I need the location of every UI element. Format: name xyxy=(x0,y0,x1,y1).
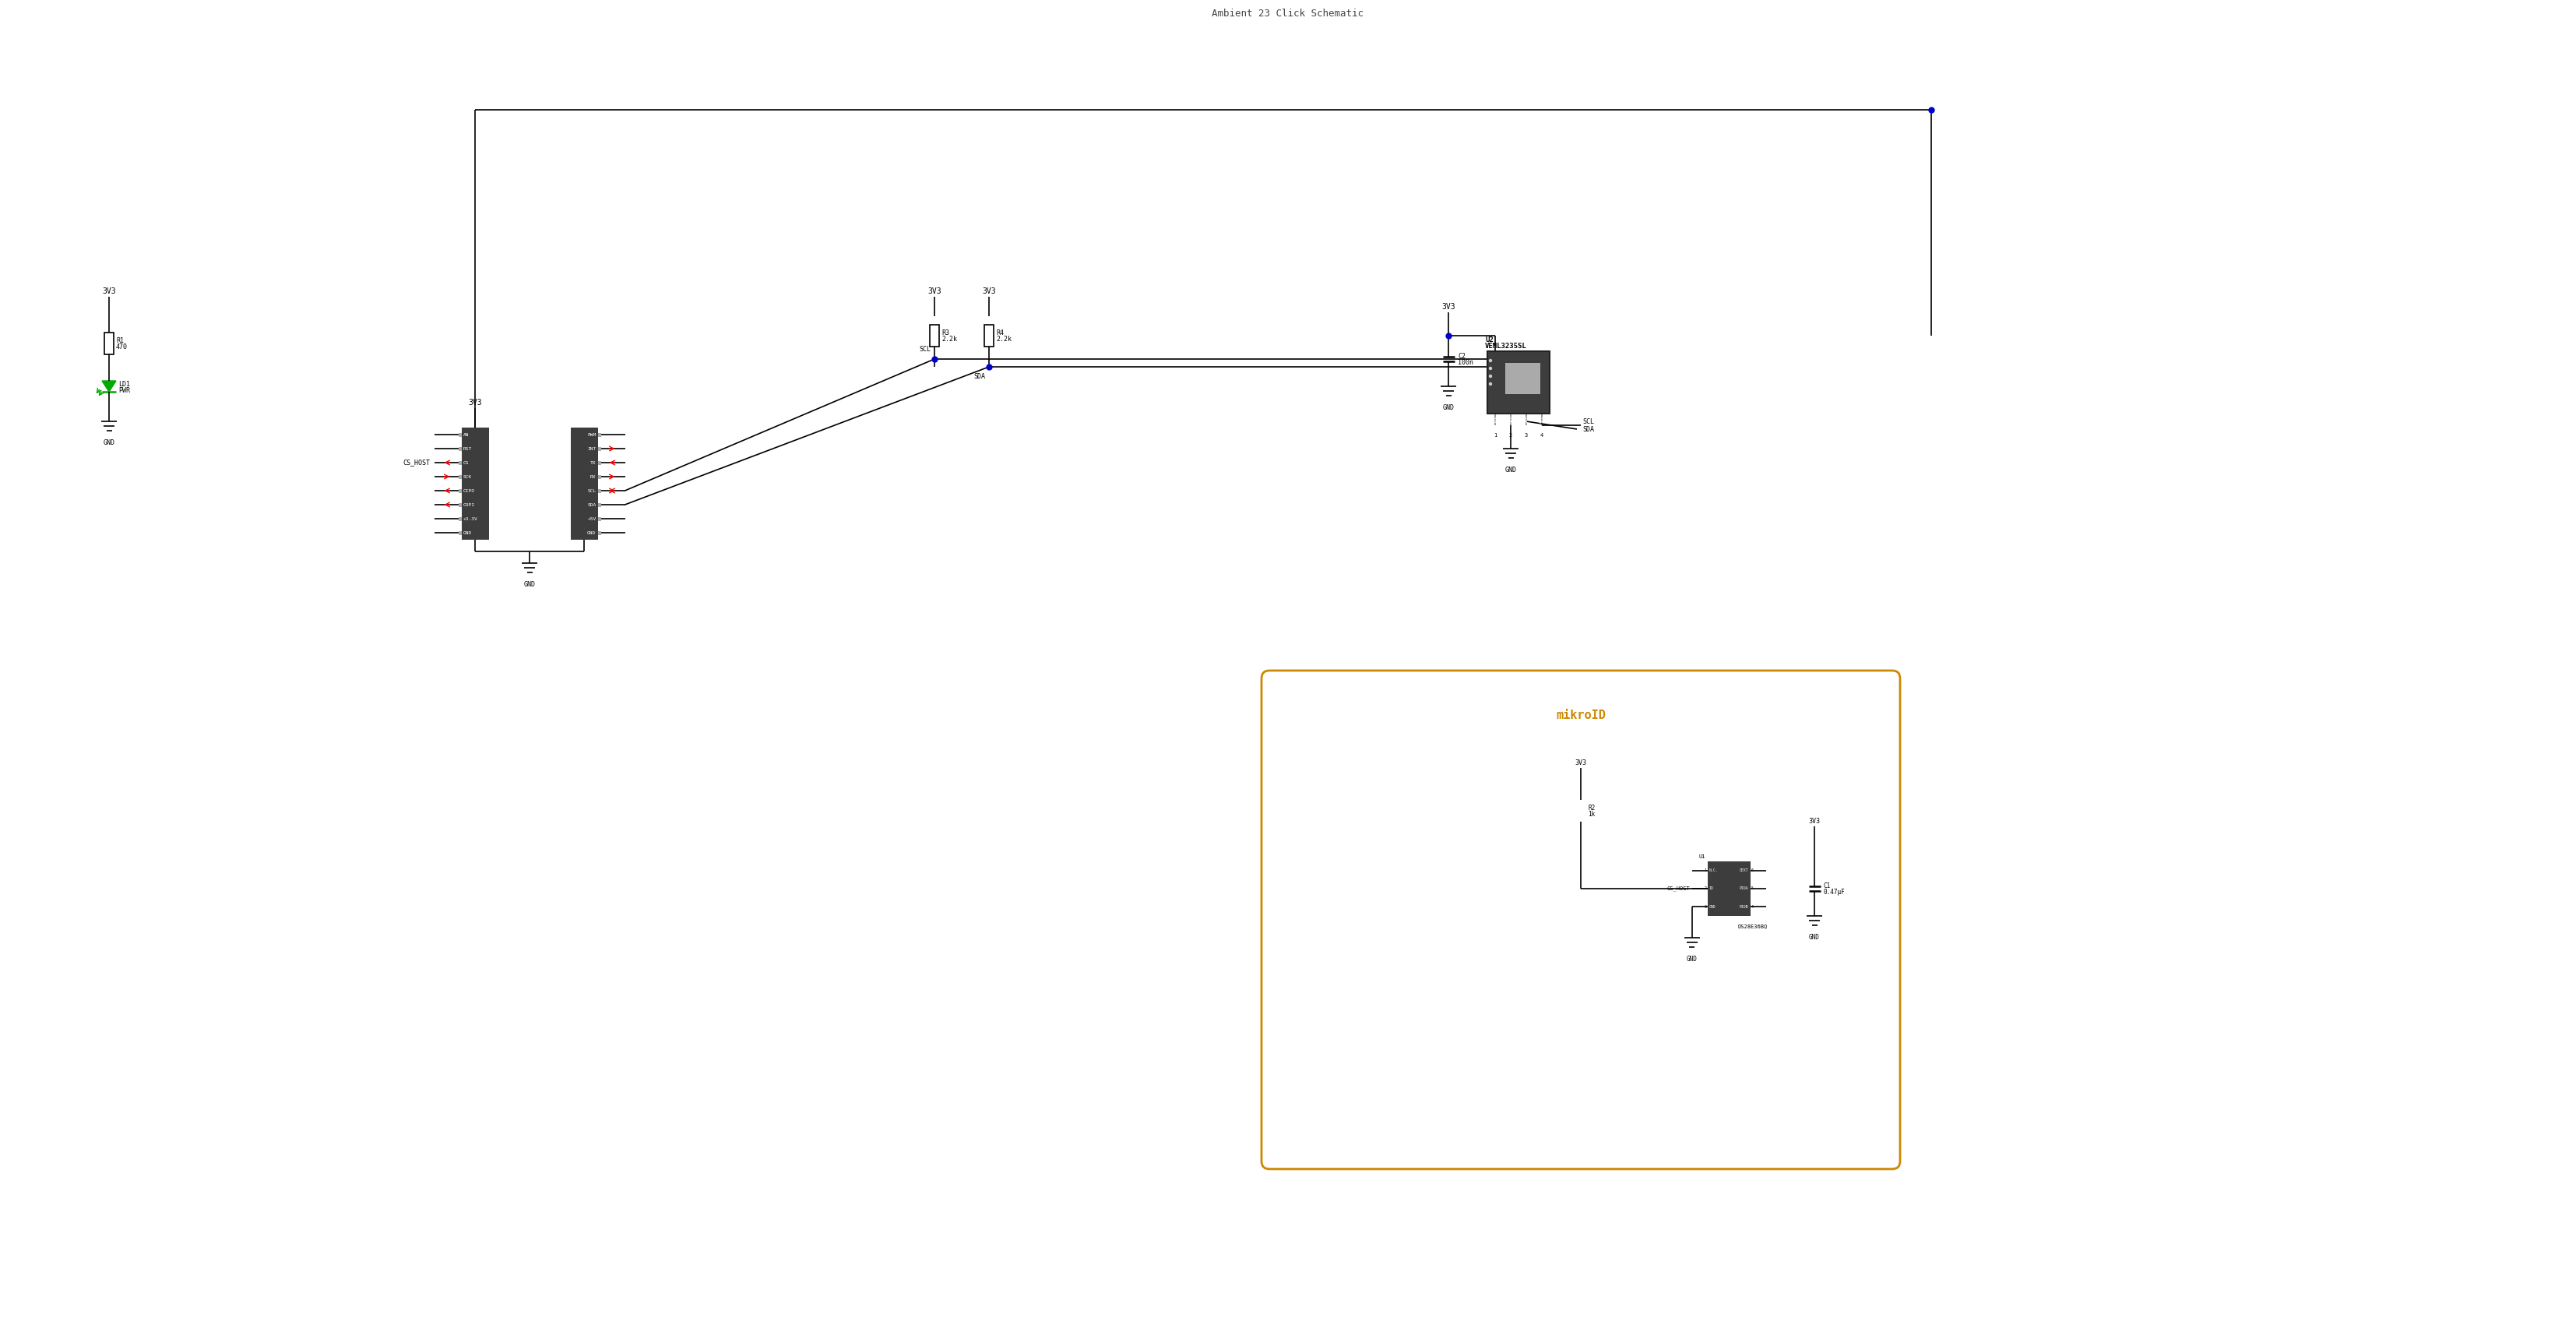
Text: R2: R2 xyxy=(1587,805,1595,811)
Text: SCK: SCK xyxy=(464,474,471,478)
Text: 3V3: 3V3 xyxy=(103,287,116,295)
Bar xyxy=(598,503,600,507)
Text: R1: R1 xyxy=(116,337,124,345)
Bar xyxy=(459,516,461,520)
Text: PIOB: PIOB xyxy=(1739,905,1749,909)
Bar xyxy=(598,474,600,478)
Text: SDA: SDA xyxy=(587,503,595,507)
Text: 1: 1 xyxy=(1494,433,1497,437)
Text: GND: GND xyxy=(1443,404,1455,411)
Text: PWR: PWR xyxy=(118,387,129,394)
Text: 100n: 100n xyxy=(1458,358,1473,366)
Bar xyxy=(598,433,600,436)
Text: SDA: SDA xyxy=(974,373,984,381)
Text: 0.47μF: 0.47μF xyxy=(1824,888,1844,896)
FancyBboxPatch shape xyxy=(1262,670,1901,1169)
Text: U1: U1 xyxy=(1698,855,1705,859)
Text: VDD: VDD xyxy=(1494,415,1497,423)
Text: PIOA: PIOA xyxy=(1739,886,1749,890)
Bar xyxy=(1708,861,1749,915)
Text: TX: TX xyxy=(590,461,595,465)
Text: SCL: SCL xyxy=(1540,415,1543,423)
Text: INT: INT xyxy=(587,446,595,450)
Text: PWM: PWM xyxy=(587,433,595,436)
Text: 2.2k: 2.2k xyxy=(997,336,1012,342)
Text: SCL: SCL xyxy=(920,346,930,353)
Text: GDA: GDA xyxy=(1510,415,1512,423)
Text: +5V: +5V xyxy=(587,516,595,520)
Text: 2: 2 xyxy=(1510,433,1512,437)
Text: CIPO: CIPO xyxy=(464,489,474,493)
Text: 470: 470 xyxy=(116,344,129,350)
Text: 1k: 1k xyxy=(1587,811,1595,818)
Bar xyxy=(598,461,600,465)
Text: CS_HOST: CS_HOST xyxy=(1667,886,1690,892)
Bar xyxy=(461,428,489,540)
Text: GND: GND xyxy=(1504,466,1517,474)
Text: mikroID: mikroID xyxy=(1556,710,1605,722)
Polygon shape xyxy=(103,381,116,391)
Text: GND: GND xyxy=(103,440,116,446)
Text: U2: U2 xyxy=(1484,336,1494,344)
Bar xyxy=(930,325,940,346)
Text: 3V3: 3V3 xyxy=(469,399,482,407)
Text: RST: RST xyxy=(464,446,471,450)
Text: CS_HOST: CS_HOST xyxy=(402,460,430,466)
Text: R4: R4 xyxy=(997,329,1005,337)
Text: VEML3235SL: VEML3235SL xyxy=(1484,342,1528,350)
Text: SCL: SCL xyxy=(1582,417,1595,425)
Bar xyxy=(598,531,600,535)
Text: CS: CS xyxy=(464,461,469,465)
Bar xyxy=(984,325,994,346)
Bar xyxy=(569,428,598,540)
Text: DS28E36BQ: DS28E36BQ xyxy=(1739,923,1767,928)
Text: 4: 4 xyxy=(1540,433,1543,437)
Bar xyxy=(598,489,600,493)
Text: LD1: LD1 xyxy=(118,381,129,387)
Text: GND: GND xyxy=(523,581,536,587)
Text: GND: GND xyxy=(464,531,471,535)
Text: GND: GND xyxy=(1808,934,1819,940)
Text: 3V3: 3V3 xyxy=(981,287,997,295)
Text: C1: C1 xyxy=(1824,882,1832,890)
Bar xyxy=(459,531,461,535)
Text: R3: R3 xyxy=(940,329,951,337)
Text: IO: IO xyxy=(1708,886,1713,890)
Text: COPI: COPI xyxy=(464,503,474,507)
Bar xyxy=(459,446,461,450)
Bar xyxy=(598,446,600,450)
Text: C2: C2 xyxy=(1458,353,1466,361)
Text: GND: GND xyxy=(1687,956,1698,963)
Text: +3.3V: +3.3V xyxy=(464,516,477,520)
Bar xyxy=(459,503,461,507)
Text: 2.2k: 2.2k xyxy=(940,336,958,342)
Text: GND: GND xyxy=(587,531,595,535)
Bar xyxy=(459,433,461,436)
Text: SCL: SCL xyxy=(587,489,595,493)
Text: GND: GND xyxy=(1708,905,1716,909)
Bar xyxy=(459,474,461,478)
Bar xyxy=(106,333,113,354)
Bar xyxy=(1504,363,1540,394)
Bar xyxy=(598,516,600,520)
Text: AN: AN xyxy=(464,433,469,436)
Text: 3V3: 3V3 xyxy=(1808,818,1821,824)
Bar xyxy=(1577,799,1584,822)
Bar xyxy=(1486,352,1551,414)
Text: SDA: SDA xyxy=(1525,415,1528,423)
Text: 3: 3 xyxy=(1525,433,1528,437)
Text: Ambient 23 Click Schematic: Ambient 23 Click Schematic xyxy=(1213,9,1363,18)
Text: 3V3: 3V3 xyxy=(927,287,940,295)
Text: N.C.: N.C. xyxy=(1708,868,1718,872)
Text: CEXT: CEXT xyxy=(1739,868,1749,872)
Text: RX: RX xyxy=(590,474,595,478)
Text: 3V3: 3V3 xyxy=(1574,760,1587,766)
Text: SDA: SDA xyxy=(1582,425,1595,433)
Bar xyxy=(459,461,461,465)
Bar xyxy=(459,489,461,493)
Text: 3V3: 3V3 xyxy=(1443,303,1455,311)
